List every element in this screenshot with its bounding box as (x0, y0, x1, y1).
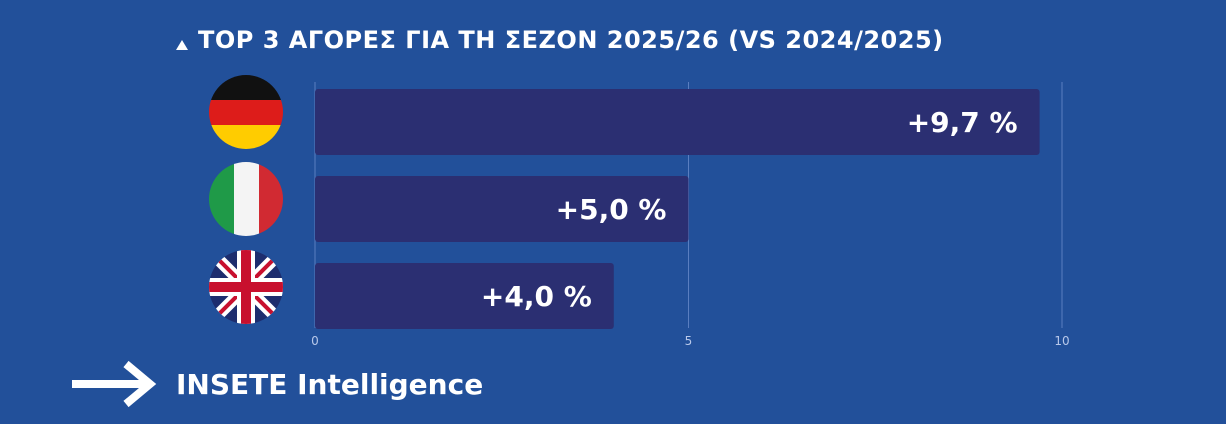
bar (315, 89, 1040, 155)
data-label: +9,7 % (907, 106, 1018, 139)
bar (315, 263, 614, 329)
data-label: +4,0 % (481, 280, 592, 313)
x-tick-label: 0 (311, 334, 319, 348)
x-axis-ticks: 0 5 10 (311, 334, 1069, 348)
footer: INSETE Intelligence (70, 360, 483, 408)
x-tick-label: 5 (685, 334, 693, 348)
flag-uk-icon (209, 250, 283, 324)
x-tick-label: 10 (1054, 334, 1069, 348)
brand-name: INSETE Intelligence (176, 367, 484, 401)
flag-italy-icon (209, 162, 283, 236)
bars: +9,7 % +5,0 % +4,0 % (315, 89, 1040, 329)
chart-title-row: TOP 3 ΑΓΟΡΕΣ ΓΙΑ ΤΗ ΣΕΖΟΝ 2025/26 (VS 20… (176, 26, 944, 54)
data-label: +5,0 % (556, 193, 667, 226)
triangle-up-icon (176, 40, 188, 50)
flag-germany-icon (209, 75, 283, 149)
arrow-right-icon (72, 360, 157, 408)
chart-title: TOP 3 ΑΓΟΡΕΣ ΓΙΑ ΤΗ ΣΕΖΟΝ 2025/26 (VS 20… (198, 26, 944, 54)
bar (315, 176, 689, 242)
